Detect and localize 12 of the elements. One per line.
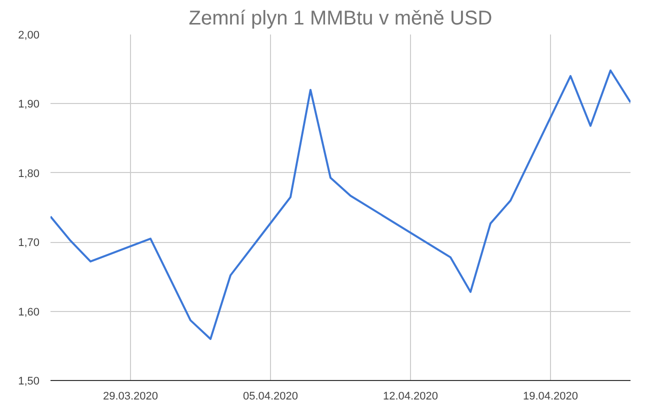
line-series <box>50 69 630 340</box>
y-tick-label: 2,00 <box>18 30 40 42</box>
y-tick-label: 1,80 <box>18 168 40 180</box>
y-tick-label: 1,50 <box>18 376 40 388</box>
y-tick-label: 1,70 <box>18 237 40 250</box>
x-tick-label: 29.03.2020 <box>102 390 158 402</box>
y-tick-label: 1,90 <box>18 98 40 111</box>
y-tick-label: 1,60 <box>18 306 40 318</box>
x-tick-label: 19.04.2020 <box>522 390 578 402</box>
x-tick-label: 05.04.2020 <box>242 390 298 402</box>
chart-title: Zemní plyn 1 MMBtu v měně USD <box>188 8 492 30</box>
x-tick-label: 12.04.2020 <box>382 390 438 402</box>
